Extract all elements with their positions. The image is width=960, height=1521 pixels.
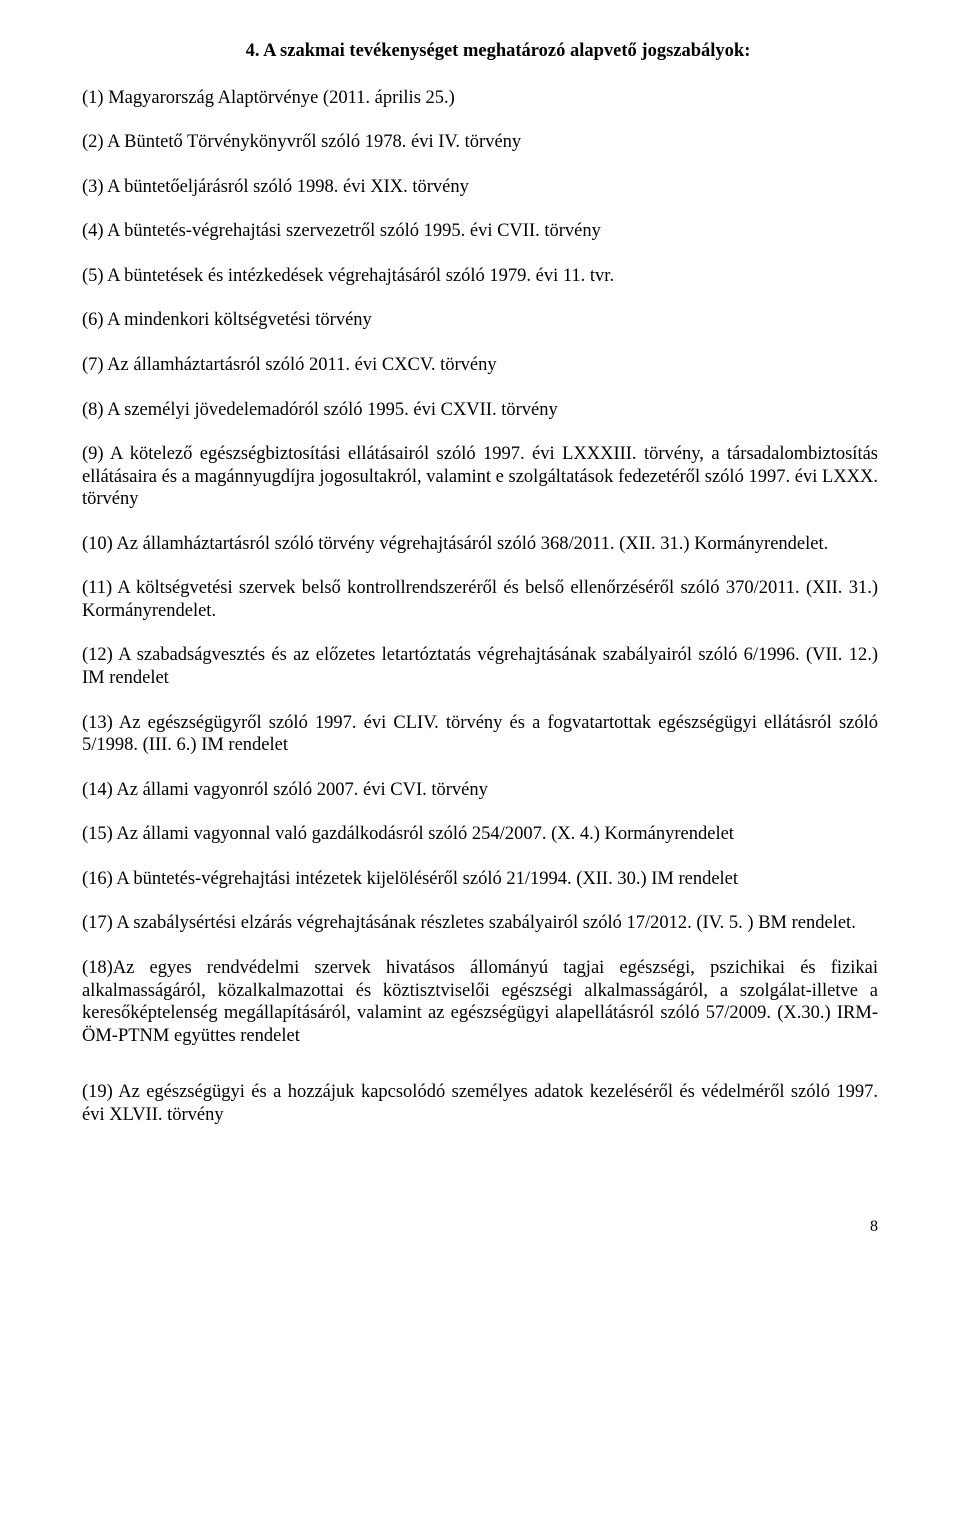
paragraph: (7) Az államháztartásról szóló 2011. évi… (82, 354, 878, 377)
section-heading: 4. A szakmai tevékenységet meghatározó a… (82, 40, 878, 63)
paragraph: (4) A büntetés-végrehajtási szervezetről… (82, 220, 878, 243)
paragraph: (14) Az állami vagyonról szóló 2007. évi… (82, 779, 878, 802)
paragraph: (1) Magyarország Alaptörvénye (2011. ápr… (82, 87, 878, 110)
paragraph: (10) Az államháztartásról szóló törvény … (82, 533, 878, 556)
paragraph: (16) A büntetés-végrehajtási intézetek k… (82, 868, 878, 891)
paragraph: (5) A büntetések és intézkedések végreha… (82, 265, 878, 288)
paragraph: (17) A szabálysértési elzárás végrehajtá… (82, 912, 878, 935)
paragraph: (8) A személyi jövedelemadóról szóló 199… (82, 399, 878, 422)
paragraph: (3) A büntetőeljárásról szóló 1998. évi … (82, 176, 878, 199)
paragraph: (6) A mindenkori költségvetési törvény (82, 309, 878, 332)
paragraph: (15) Az állami vagyonnal való gazdálkodá… (82, 823, 878, 846)
page-number: 8 (0, 1208, 960, 1256)
document-page: 4. A szakmai tevékenységet meghatározó a… (0, 0, 960, 1208)
paragraph: (11) A költségvetési szervek belső kontr… (82, 577, 878, 622)
paragraph: (2) A Büntető Törvénykönyvről szóló 1978… (82, 131, 878, 154)
paragraph: (18)Az egyes rendvédelmi szervek hivatás… (82, 957, 878, 1047)
paragraph: (9) A kötelező egészségbiztosítási ellát… (82, 443, 878, 511)
paragraph: (12) A szabadságvesztés és az előzetes l… (82, 644, 878, 689)
paragraph: (19) Az egészségügyi és a hozzájuk kapcs… (82, 1081, 878, 1126)
paragraph: (13) Az egészségügyről szóló 1997. évi C… (82, 712, 878, 757)
